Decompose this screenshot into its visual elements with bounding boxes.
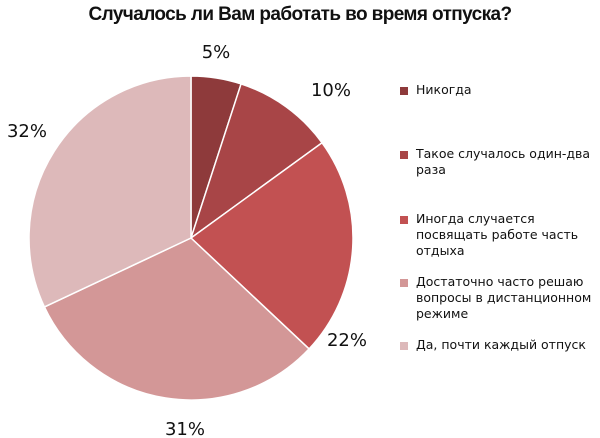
chart-title: Случалось ли Вам работать во время отпус…	[88, 4, 512, 25]
slice-value-label-4: 31%	[165, 419, 205, 438]
legend-label-3: Иногда случается посвящать работе часть …	[416, 211, 579, 258]
pie-value-labels: 5% 10% 22% 31% 32%	[7, 42, 367, 438]
legend-label-1: Никогда	[416, 82, 472, 97]
legend-swatch-4	[400, 279, 408, 287]
legend-swatch-1	[400, 87, 408, 95]
slice-value-label-2: 10%	[311, 80, 351, 101]
legend-swatch-3	[400, 216, 408, 224]
pie-slices	[28, 75, 354, 401]
legend-swatch-5	[400, 342, 408, 350]
pie-slice-5	[28, 75, 192, 308]
pie-slice-3	[189, 141, 354, 350]
legend-label-2: Такое случалось один-два раза	[416, 146, 591, 177]
pie-slice-2	[189, 82, 324, 240]
legend-label-5: Да, почти каждый отпуск	[416, 337, 586, 352]
slice-value-label-5: 32%	[7, 121, 47, 142]
pie-slice-4	[43, 237, 311, 401]
slice-value-label-1: 5%	[202, 42, 231, 63]
slice-value-label-3: 22%	[327, 330, 367, 351]
legend-label-4: Достаточно часто решаю вопросы в дистанц…	[416, 274, 592, 321]
legend-swatch-2	[400, 151, 408, 159]
